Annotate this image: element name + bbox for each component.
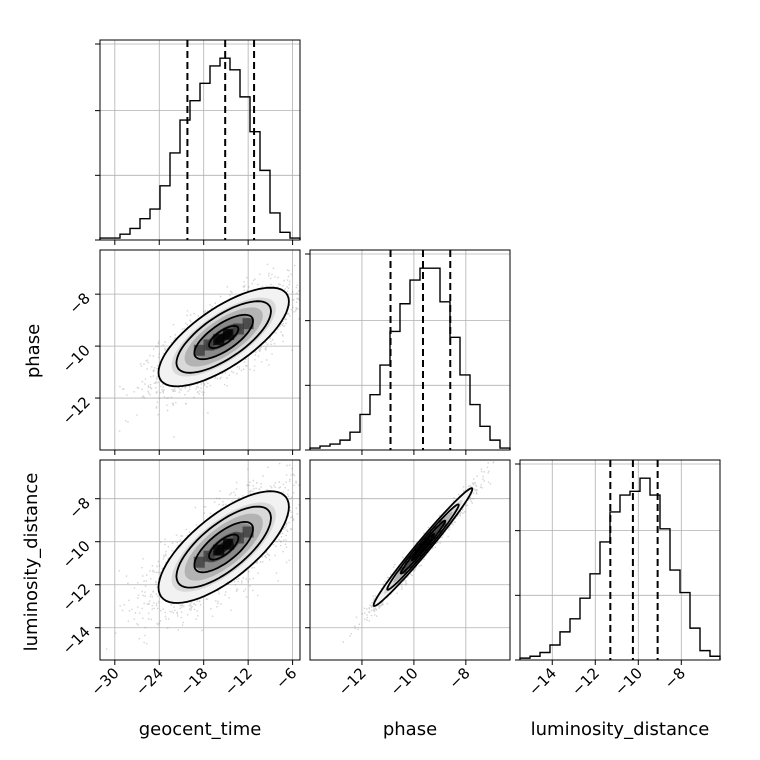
joint-geocent_time-vs-luminosity_distance-xtick-label-3: −12 (221, 664, 256, 699)
joint-geocent_time-vs-luminosity_distance-xtick-label-0: −30 (88, 664, 123, 699)
joint-phase-vs-luminosity_distance-xtick-label-1: −10 (387, 664, 422, 699)
hist-luminosity_distance-background (520, 460, 720, 660)
row2-y-axis-title: luminosity_distance (21, 473, 42, 652)
joint-geocent_time-vs-luminosity_distance-contour-1 (175, 505, 272, 589)
joint-phase-vs-luminosity_distance-frame (309, 459, 511, 661)
col2-x-axis-title: luminosity_distance (531, 719, 710, 740)
joint-geocent_time-vs-phase-density-cell-2 (213, 334, 225, 346)
joint-geocent_time-vs-phase-ytick-label-2: −8 (65, 289, 93, 317)
joint-phase-vs-luminosity_distance-density-cell-4 (419, 543, 427, 551)
hist-luminosity_distance-steps (519, 477, 721, 660)
col0-x-axis-title: geocent_time (139, 719, 262, 740)
joint-geocent_time-vs-luminosity_distance-ytick-label-1: −12 (59, 580, 94, 615)
joint-phase-vs-luminosity_distance-density-cell-8 (439, 520, 447, 528)
hist-geocent_time-background (100, 40, 300, 240)
joint-geocent_time-vs-phase-contour-0 (157, 286, 290, 388)
joint-phase-vs-luminosity_distance-density-cell-1 (404, 561, 412, 568)
joint-phase-vs-luminosity_distance-xtick-label-0: −12 (335, 664, 370, 699)
joint-geocent_time-vs-luminosity_distance-density-cell-0 (193, 556, 205, 568)
hist-luminosity_distance-xtick-label-1: −12 (568, 664, 603, 699)
hist-luminosity_distance-frame (519, 459, 721, 661)
joint-geocent_time-vs-luminosity_distance-density-cell-2 (213, 544, 225, 556)
hist-geocent_time-steps (99, 57, 301, 240)
col1-x-axis-title: phase (383, 719, 437, 740)
joint-geocent_time-vs-luminosity_distance-contour-3 (208, 533, 240, 561)
joint-geocent_time-vs-phase-density-cell-0 (193, 344, 205, 356)
joint-geocent_time-vs-luminosity_distance-xtick-label-4: −6 (272, 664, 300, 692)
joint-phase-vs-luminosity_distance-density-cell-3 (414, 549, 422, 557)
joint-phase-vs-luminosity_distance-xtick-label-2: −8 (445, 664, 473, 692)
joint-geocent_time-vs-luminosity_distance-xtick-label-2: −18 (176, 664, 211, 699)
joint-geocent_time-vs-luminosity_distance-ytick-label-3: −8 (65, 494, 93, 522)
joint-geocent_time-vs-luminosity_distance-frame (99, 459, 301, 661)
hist-phase-steps (309, 267, 511, 450)
joint-geocent_time-vs-luminosity_distance-ytick-label-2: −10 (59, 537, 94, 572)
joint-phase-vs-luminosity_distance-contour-3 (411, 532, 436, 562)
joint-geocent_time-vs-luminosity_distance-density-cell-3 (223, 538, 235, 550)
hist-luminosity_distance-xtick-label-3: −8 (661, 664, 689, 692)
joint-geocent_time-vs-phase-contour-2 (193, 313, 254, 361)
joint-phase-vs-luminosity_distance-density-cell-0 (399, 566, 407, 574)
joint-geocent_time-vs-phase-frame (99, 249, 301, 451)
hist-luminosity_distance-xtick-label-0: −14 (525, 664, 560, 699)
joint-geocent_time-vs-luminosity_distance-ytick-label-0: −14 (59, 623, 94, 658)
joint-geocent_time-vs-luminosity_distance-contour-0 (157, 490, 290, 604)
row1-y-axis-title: phase (23, 324, 44, 378)
hist-geocent_time-frame (99, 39, 301, 241)
hist-phase-frame (309, 249, 511, 451)
joint-geocent_time-vs-phase-contour-1 (175, 300, 272, 374)
joint-geocent_time-vs-phase-density-cell-5 (242, 318, 254, 330)
joint-geocent_time-vs-phase-contour-3 (208, 325, 240, 349)
joint-phase-vs-luminosity_distance-contour-1 (386, 503, 460, 591)
joint-geocent_time-vs-luminosity_distance-contour-2 (193, 520, 254, 574)
joint-geocent_time-vs-phase-marks (118, 263, 301, 438)
joint-phase-vs-luminosity_distance-density-cell-7 (434, 526, 442, 534)
joint-geocent_time-vs-luminosity_distance-density-cell-5 (242, 526, 254, 538)
joint-geocent_time-vs-luminosity_distance-xtick-label-1: −24 (132, 664, 167, 699)
joint-phase-vs-luminosity_distance-marks (342, 461, 495, 643)
joint-phase-vs-luminosity_distance-contour-0 (372, 487, 474, 607)
joint-geocent_time-vs-phase-ytick-label-1: −10 (59, 341, 94, 376)
joint-geocent_time-vs-phase-ytick-label-0: −12 (59, 393, 94, 428)
joint-geocent_time-vs-luminosity_distance-marks (106, 462, 300, 650)
hist-luminosity_distance-xtick-label-2: −10 (611, 664, 646, 699)
joint-geocent_time-vs-phase-density-cell-3 (223, 328, 235, 340)
joint-phase-vs-luminosity_distance-density-cell-5 (424, 537, 432, 545)
joint-phase-vs-luminosity_distance-contour-2 (399, 519, 447, 575)
